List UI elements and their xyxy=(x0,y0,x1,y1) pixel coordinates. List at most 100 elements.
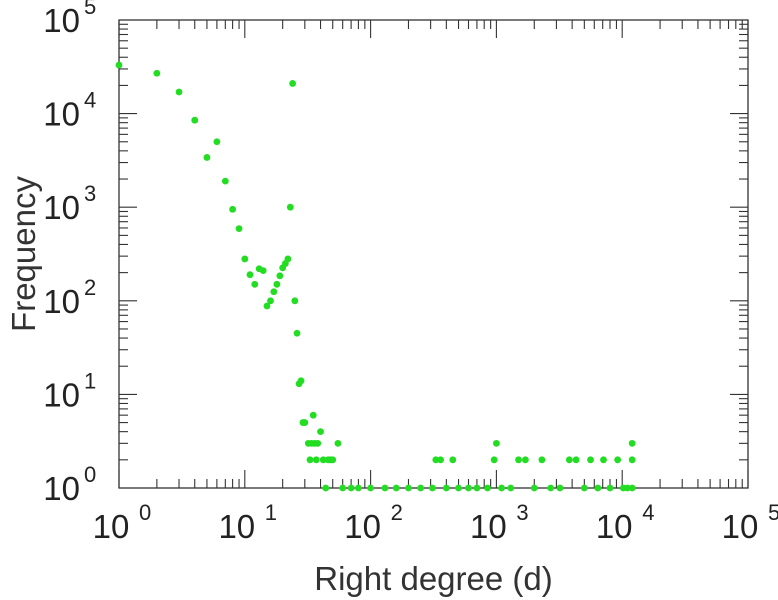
data-point xyxy=(334,439,342,447)
x-tick-label-base: 10 xyxy=(344,508,381,545)
data-point xyxy=(329,456,337,464)
data-point xyxy=(484,484,491,492)
data-point xyxy=(291,297,299,305)
data-point xyxy=(515,456,522,464)
y-tick-label-base: 10 xyxy=(43,96,80,133)
y-tick-label-exponent: 3 xyxy=(84,181,96,206)
data-point xyxy=(270,288,278,296)
data-point xyxy=(449,456,457,464)
data-point xyxy=(624,484,631,492)
x-tick-label-exponent: 2 xyxy=(391,500,403,525)
data-point xyxy=(191,116,199,124)
data-point xyxy=(628,484,636,492)
y-tick-label-base: 10 xyxy=(43,376,80,413)
y-tick-label-base: 10 xyxy=(43,2,80,39)
y-tick-label: 10 1 xyxy=(43,368,96,413)
data-point xyxy=(594,484,602,492)
data-point xyxy=(437,456,444,464)
y-tick-label-exponent: 5 xyxy=(84,0,96,19)
data-point xyxy=(306,456,314,464)
data-point xyxy=(381,484,389,492)
data-point xyxy=(317,428,324,436)
data-point xyxy=(628,456,636,464)
y-tick-label-exponent: 2 xyxy=(84,275,96,300)
data-point xyxy=(203,154,211,161)
data-point xyxy=(507,484,515,492)
y-tick-label-base: 10 xyxy=(43,189,80,226)
data-point xyxy=(175,88,183,96)
data-point xyxy=(465,484,472,492)
data-point xyxy=(229,205,237,213)
x-tick-label-exponent: 4 xyxy=(642,500,654,525)
data-point xyxy=(153,69,161,77)
data-point xyxy=(614,456,622,464)
data-point xyxy=(263,302,271,310)
data-point xyxy=(213,138,221,146)
data-point xyxy=(432,456,440,464)
data-point xyxy=(498,484,506,492)
data-point xyxy=(347,484,355,492)
data-point xyxy=(314,439,322,447)
x-tick-label-base: 10 xyxy=(218,508,255,545)
data-point xyxy=(309,411,317,419)
data-point xyxy=(556,484,564,492)
x-tick-label: 10 4 xyxy=(596,500,655,545)
data-point xyxy=(289,80,297,87)
x-tick-label: 10 2 xyxy=(344,500,403,545)
x-tick-label-exponent: 3 xyxy=(516,500,528,525)
y-tick-label: 10 4 xyxy=(43,88,96,133)
data-point xyxy=(580,484,588,492)
data-point xyxy=(293,329,301,337)
y-tick-label-exponent: 4 xyxy=(84,88,96,113)
x-tick-label: 10 1 xyxy=(218,500,277,545)
axis-ticks xyxy=(118,19,749,489)
y-tick-label-base: 10 xyxy=(43,283,80,320)
data-point xyxy=(312,456,320,464)
data-point xyxy=(301,419,309,426)
data-point xyxy=(259,267,267,275)
x-tick-label-exponent: 5 xyxy=(768,500,778,525)
data-point xyxy=(286,203,294,211)
data-point xyxy=(606,484,614,492)
data-point xyxy=(251,280,259,288)
data-point xyxy=(530,484,538,492)
data-point xyxy=(284,255,292,263)
data-point xyxy=(547,484,555,492)
data-point xyxy=(392,484,400,492)
data-point xyxy=(628,439,636,447)
data-point xyxy=(521,456,529,464)
data-point xyxy=(322,484,330,492)
y-tick-label: 10 3 xyxy=(43,181,96,226)
x-tick-label-exponent: 1 xyxy=(265,500,277,525)
data-point xyxy=(565,456,573,464)
data-point xyxy=(600,456,607,464)
x-tick-label: 10 5 xyxy=(722,500,778,545)
data-point xyxy=(276,272,284,280)
x-tick-label-base: 10 xyxy=(93,508,130,545)
data-point xyxy=(442,484,450,492)
data-point xyxy=(429,484,436,492)
y-tick-label: 10 2 xyxy=(43,275,96,320)
y-axis-label: Frequency xyxy=(5,176,42,332)
data-point xyxy=(572,456,580,464)
data-point xyxy=(455,484,462,492)
data-point xyxy=(538,456,546,464)
data-point xyxy=(241,255,249,263)
y-tick-label-exponent: 1 xyxy=(84,368,96,393)
data-point xyxy=(319,456,327,464)
data-point xyxy=(339,484,347,492)
y-tick-label: 10 5 xyxy=(43,0,96,39)
data-point xyxy=(417,484,425,492)
plot-frame xyxy=(118,19,749,489)
data-point xyxy=(473,484,481,492)
x-tick-label-base: 10 xyxy=(470,508,507,545)
data-point xyxy=(367,484,374,492)
x-tick-label: 10 0 xyxy=(93,500,152,545)
y-tick-label-base: 10 xyxy=(43,470,80,507)
data-point xyxy=(246,271,254,279)
data-point xyxy=(405,484,412,492)
y-tick-label: 10 0 xyxy=(43,462,96,507)
data-point xyxy=(273,280,281,288)
x-axis-label: Right degree (d) xyxy=(314,560,552,597)
